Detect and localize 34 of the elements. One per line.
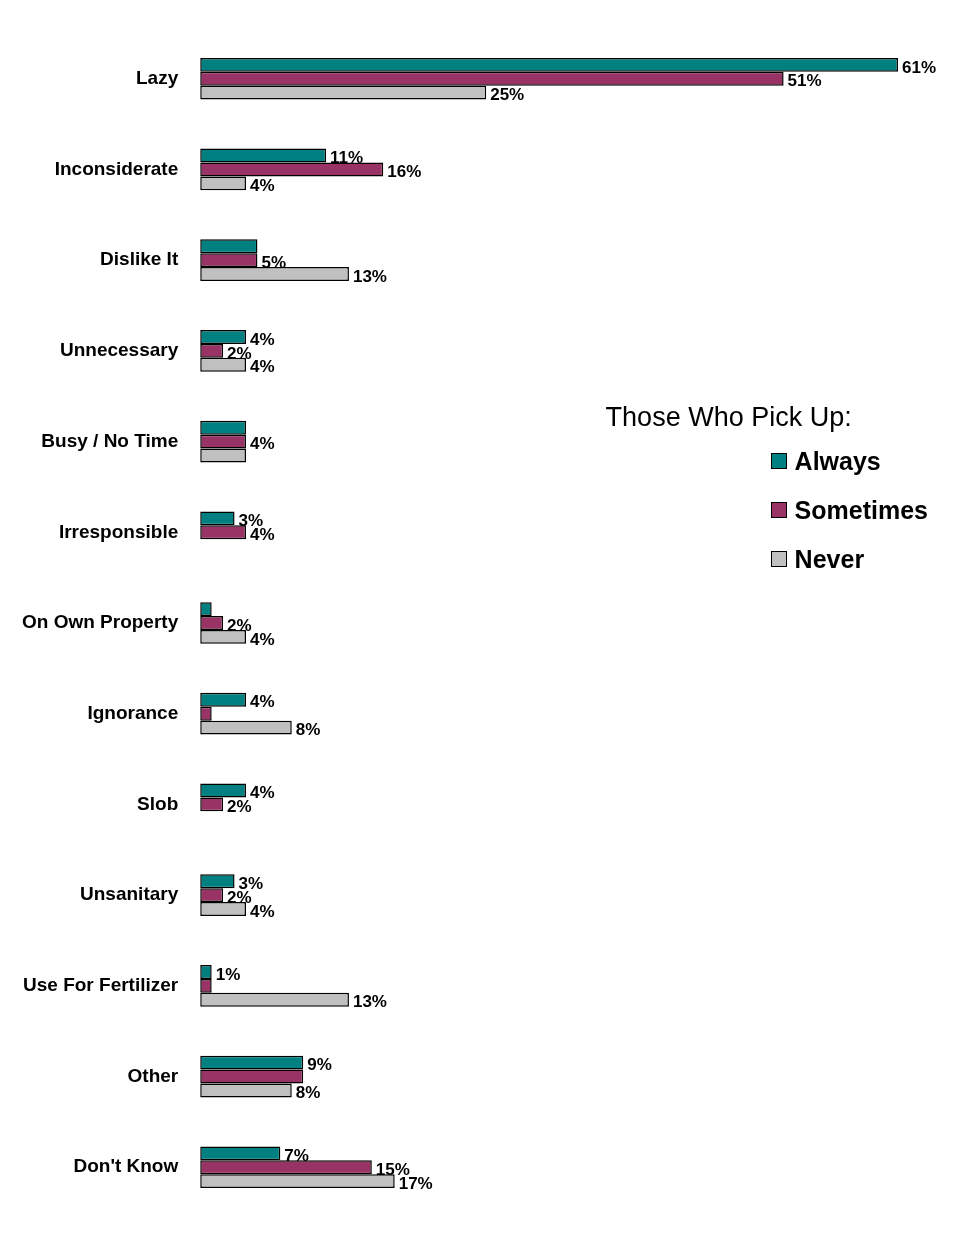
y-tick-label: Ignorance	[87, 701, 179, 723]
y-tick-label: Lazy	[135, 66, 179, 88]
data-label: 61%	[902, 57, 937, 77]
data-label: 4%	[249, 434, 275, 454]
y-tick-label: On Own Property	[21, 611, 179, 633]
y-tick-label: Unsanitary	[80, 883, 179, 905]
y-tick-label: Dislike It	[100, 248, 179, 270]
legend-label: Always	[794, 446, 881, 476]
data-label: 2%	[227, 797, 252, 817]
y-tick-label: Inconsiderate	[54, 157, 179, 179]
data-label: 51%	[787, 71, 822, 91]
legend-label: Never	[794, 544, 865, 574]
data-label: 9%	[307, 1055, 332, 1075]
y-tick-label: Other	[127, 1064, 179, 1086]
data-label: 4%	[249, 329, 275, 349]
data-label: 8%	[295, 720, 321, 740]
data-label: 4%	[249, 783, 275, 803]
data-label: 16%	[387, 162, 422, 182]
y-tick-label: Busy / No Time	[41, 429, 179, 451]
y-tick-label: Don't Know	[73, 1155, 179, 1177]
y-tick-label: Slob	[137, 792, 179, 814]
y-tick-label: Irresponsible	[58, 520, 179, 542]
data-label: 13%	[352, 992, 387, 1012]
legend-label: Sometimes	[794, 495, 928, 525]
legend-title: Those Who Pick Up:	[605, 401, 853, 433]
y-tick-label: Use For Fertilizer	[23, 974, 179, 996]
data-label: 4%	[249, 176, 275, 196]
data-label: 13%	[352, 266, 387, 286]
data-label: 11%	[330, 148, 364, 168]
y-tick-label: Unnecessary	[59, 339, 179, 361]
data-label: 1%	[215, 964, 241, 984]
data-label: 4%	[249, 692, 275, 712]
data-label: 25%	[490, 85, 525, 105]
data-label: 8%	[295, 1083, 321, 1103]
